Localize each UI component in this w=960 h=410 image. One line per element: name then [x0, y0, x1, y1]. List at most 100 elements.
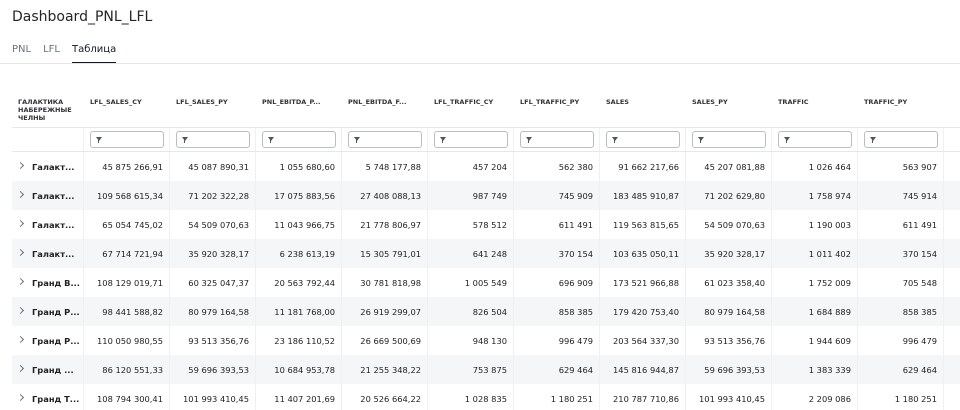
- row-label: Гранд Р...: [32, 336, 80, 346]
- column-filter-input[interactable]: [176, 131, 250, 148]
- column-filter-input[interactable]: [864, 131, 938, 148]
- column-filter-input[interactable]: [348, 131, 422, 148]
- column-filter-input[interactable]: [90, 131, 164, 148]
- column-filter-input[interactable]: [520, 131, 594, 148]
- table-cell: 5 748 177,88: [342, 152, 428, 181]
- table-cell: 71 202 629,80: [686, 181, 772, 210]
- table-row[interactable]: Гранд В... 108 129 019,71 60 325 047,37 20 …: [12, 268, 960, 297]
- column-filter-input[interactable]: [778, 131, 852, 148]
- column-filter-input[interactable]: [262, 131, 336, 148]
- table-cell: 71 202 322,28: [170, 181, 256, 210]
- table-cell: 17 075 883,56: [256, 181, 342, 210]
- dashboard-title: Dashboard_PNL_LFL: [12, 9, 153, 25]
- chevron-right-icon[interactable]: [18, 221, 24, 227]
- table-cell: 987 749: [428, 181, 514, 210]
- table-row[interactable]: Гранд ... 86 120 551,33 59 696 393,53 10 68…: [12, 355, 960, 384]
- table-cell: 108 129 019,71: [84, 268, 170, 297]
- table-cell: 370 154: [514, 239, 600, 268]
- column-header-5[interactable]: LFL_TRAFFIC_CY: [434, 98, 494, 106]
- column-header-6[interactable]: LFL_TRAFFIC_PY: [520, 98, 580, 106]
- table-cell: 61 023 358,40: [686, 268, 772, 297]
- filter-cell-4: [342, 128, 428, 151]
- column-header-0[interactable]: ГАЛАКТИКА НАБЕРЕЖНЫЕ ЧЕЛНЫ: [18, 98, 72, 122]
- table-cell: 578 512: [428, 210, 514, 239]
- table-row[interactable]: Галакт... 45 875 266,91 45 087 890,31 1 055…: [12, 152, 960, 181]
- chevron-right-icon[interactable]: [18, 279, 24, 285]
- filter-icon: [869, 136, 877, 144]
- filter-icon: [611, 136, 619, 144]
- table-cell: 35 920 328,17: [686, 239, 772, 268]
- table-row[interactable]: Гранд Р... 98 441 588,82 80 979 164,58 11 1…: [12, 297, 960, 326]
- table-cell: 1 758 974: [772, 181, 858, 210]
- chevron-right-icon[interactable]: [18, 395, 24, 401]
- column-header-10[interactable]: TRAFFIC_PY: [864, 98, 908, 106]
- table-row[interactable]: Галакт... 65 054 745,02 54 509 070,63 11 04…: [12, 210, 960, 239]
- filter-cell-3: [256, 128, 342, 151]
- row-group-cell: Галакт...: [12, 181, 84, 210]
- column-header-4[interactable]: PNL_EBITDA_F...: [348, 98, 407, 106]
- table-cell: 20 526 664,22: [342, 384, 428, 410]
- column-header-9[interactable]: TRAFFIC: [778, 98, 809, 106]
- chevron-right-icon[interactable]: [18, 163, 24, 169]
- table-cell: 98 441 588,82: [84, 297, 170, 326]
- filter-row: [12, 128, 960, 152]
- row-label: Галакт...: [32, 249, 75, 259]
- table-row[interactable]: Гранд Р... 110 050 980,55 93 513 356,76 23 …: [12, 326, 960, 355]
- row-label: Галакт...: [32, 191, 75, 201]
- column-filter-input[interactable]: [692, 131, 766, 148]
- table-cell: 80 979 164,58: [170, 297, 256, 326]
- table-row[interactable]: Гранд Т... 108 794 300,41 101 993 410,45 11…: [12, 384, 960, 410]
- table-cell: 203 564 337,30: [600, 326, 686, 355]
- table-cell: 1 026 464: [772, 152, 858, 181]
- chevron-right-icon[interactable]: [18, 192, 24, 198]
- chevron-right-icon[interactable]: [18, 337, 24, 343]
- table-cell: 6 238 613,19: [256, 239, 342, 268]
- row-group-cell: Гранд В...: [12, 268, 84, 297]
- row-group-cell: Гранд Р...: [12, 297, 84, 326]
- table-cell: 563 907: [858, 152, 944, 181]
- table-cell: 1 028 835: [428, 384, 514, 410]
- table-cell: 996 479: [858, 326, 944, 355]
- tab-lfl[interactable]: LFL: [43, 44, 60, 55]
- filter-icon: [525, 136, 533, 144]
- tab-table[interactable]: Таблица: [72, 43, 117, 64]
- column-header-3[interactable]: PNL_EBITDA_P...: [262, 98, 321, 106]
- table-row[interactable]: Галакт... 67 714 721,94 35 920 328,17 6 238…: [12, 239, 960, 268]
- table-cell: 1 005 549: [428, 268, 514, 297]
- table-cell: 745 914: [858, 181, 944, 210]
- column-header-8[interactable]: SALES_PY: [692, 98, 728, 106]
- column-filter-input[interactable]: [434, 131, 508, 148]
- table-cell: 101 993 410,45: [170, 384, 256, 410]
- row-group-cell: Гранд Р...: [12, 326, 84, 355]
- column-header-2[interactable]: LFL_SALES_PY: [176, 98, 228, 106]
- table-cell: 11 407 201,69: [256, 384, 342, 410]
- column-header-7[interactable]: SALES: [606, 98, 629, 106]
- table-cell: 629 464: [514, 355, 600, 384]
- row-group-cell: Галакт...: [12, 210, 84, 239]
- table-cell: 65 054 745,02: [84, 210, 170, 239]
- filter-cell-empty: [12, 128, 84, 151]
- filter-icon: [697, 136, 705, 144]
- column-filter-input[interactable]: [606, 131, 680, 148]
- table-cell: 21 255 348,22: [342, 355, 428, 384]
- table-cell: 20 563 792,44: [256, 268, 342, 297]
- table-cell: 1 684 889: [772, 297, 858, 326]
- column-header-1[interactable]: LFL_SALES_CY: [90, 98, 142, 106]
- chevron-right-icon[interactable]: [18, 308, 24, 314]
- chevron-right-icon[interactable]: [18, 366, 24, 372]
- table-cell: 15 305 791,01: [342, 239, 428, 268]
- table-cell: 93 513 356,76: [170, 326, 256, 355]
- table-cell: 1 752 009: [772, 268, 858, 297]
- table-cell: 21 778 806,97: [342, 210, 428, 239]
- table-cell: 611 491: [514, 210, 600, 239]
- table-cell: 629 464: [858, 355, 944, 384]
- table-cell: 59 696 393,53: [686, 355, 772, 384]
- table-cell: 705 548: [858, 268, 944, 297]
- table-body: Галакт... 45 875 266,91 45 087 890,31 1 055…: [12, 152, 960, 410]
- tabs-divider: [0, 63, 960, 64]
- chevron-right-icon[interactable]: [18, 250, 24, 256]
- tab-pnl[interactable]: PNL: [12, 44, 32, 55]
- table-row[interactable]: Галакт... 109 568 615,34 71 202 322,28 17 0…: [12, 181, 960, 210]
- table-cell: 753 875: [428, 355, 514, 384]
- table-cell: 35 920 328,17: [170, 239, 256, 268]
